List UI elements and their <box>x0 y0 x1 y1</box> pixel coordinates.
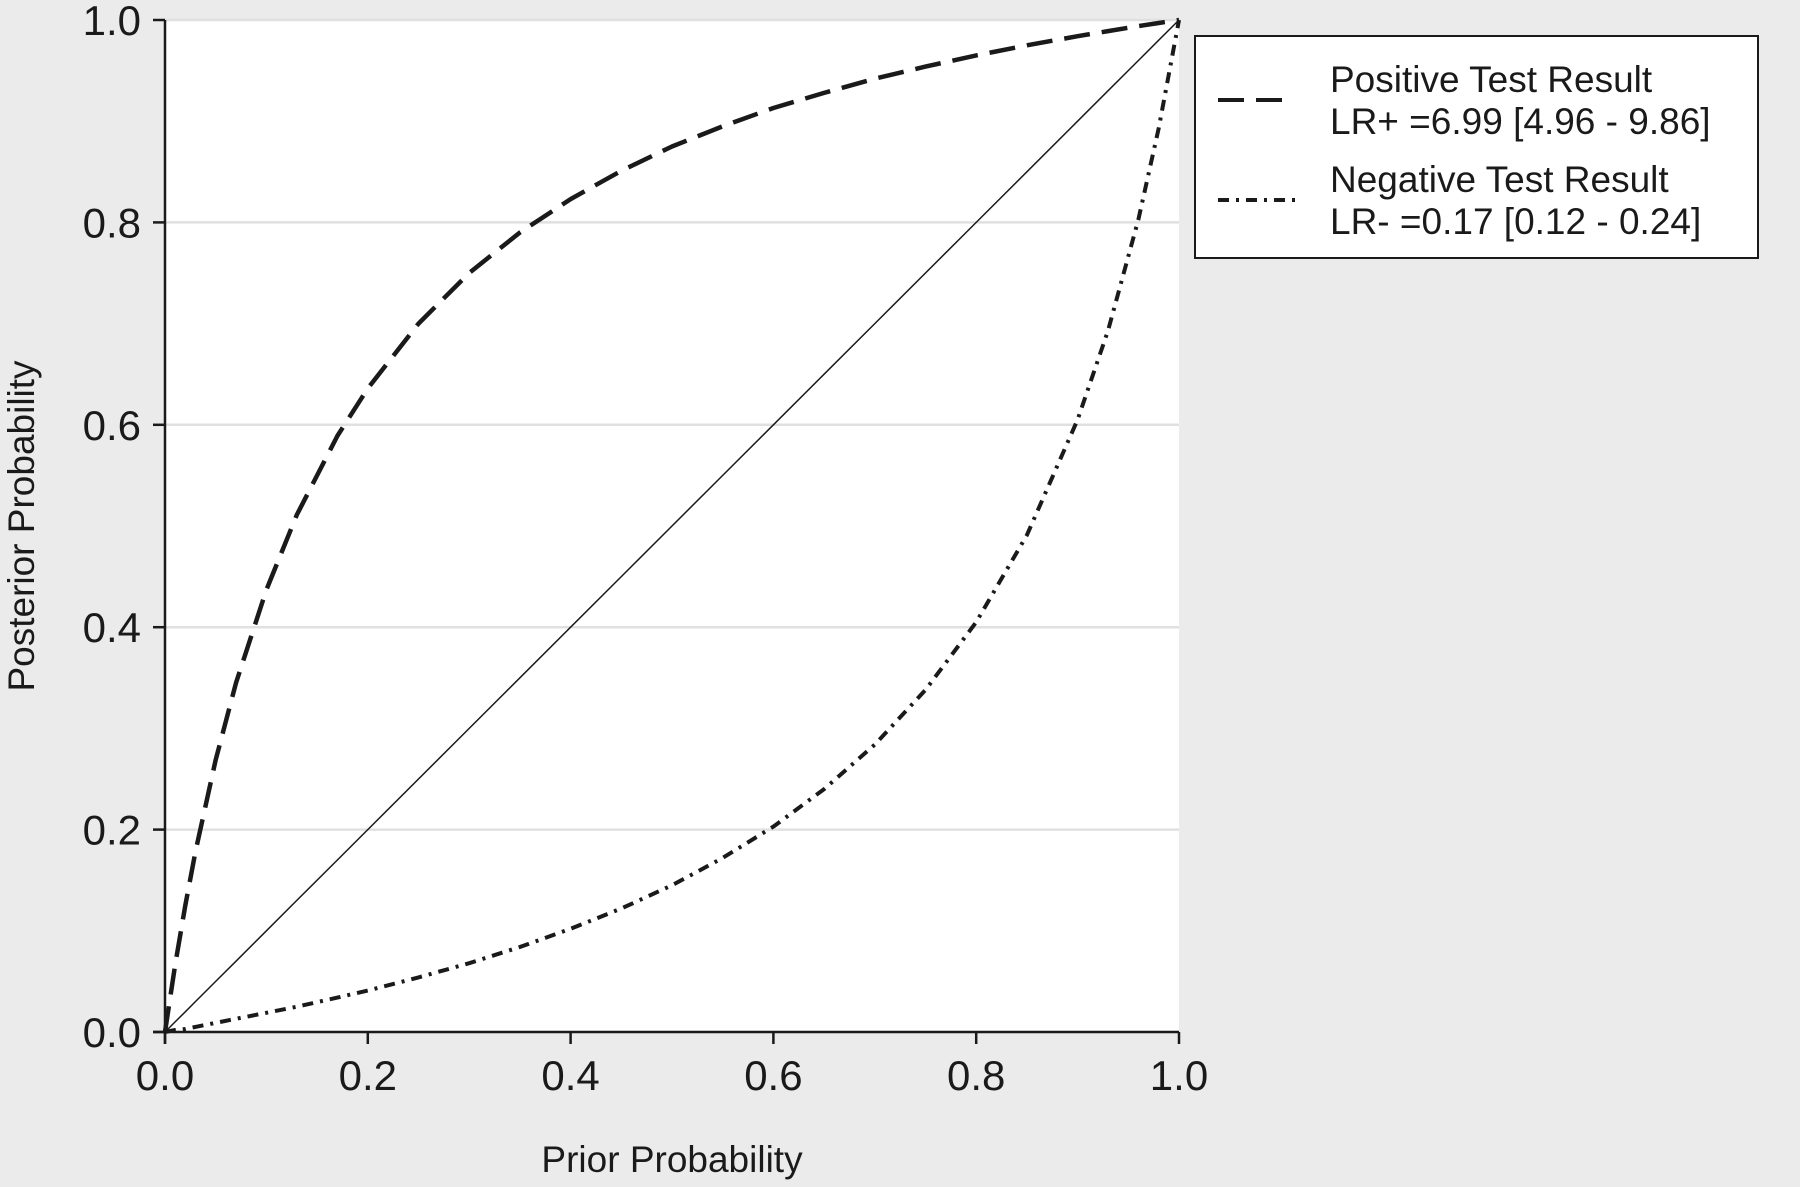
legend-label-positive: Positive Test Result <box>1330 59 1653 100</box>
y-tick-label-5: 1.0 <box>83 0 141 44</box>
y-tick-label-3: 0.6 <box>83 402 141 449</box>
x-tick-label-2: 0.4 <box>541 1052 599 1099</box>
y-tick-label-2: 0.4 <box>83 604 141 651</box>
x-axis-title: Prior Probability <box>541 1139 803 1180</box>
legend-detail-negative: LR- =0.17 [0.12 - 0.24] <box>1330 201 1701 242</box>
y-axis-title: Posterior Probability <box>1 360 42 692</box>
legend-label-negative: Negative Test Result <box>1330 159 1669 200</box>
legend-box <box>1194 35 1759 259</box>
series-layer <box>162 17 1181 1034</box>
x-tick-label-5: 1.0 <box>1150 1052 1208 1099</box>
y-tick-label-0: 0.0 <box>83 1009 141 1056</box>
series-line-positive-test-result <box>162 17 1180 1033</box>
series-line-negative-test-result <box>164 19 1181 1034</box>
tick-labels: 0.0 0.2 0.4 0.6 0.8 1.0 0.0 0.2 0.4 0.6 0.8 1.0 <box>83 0 1209 1099</box>
y-tick-label-4: 0.8 <box>83 199 141 246</box>
legend: Positive Test Result LR+ =6.99 [4.96 - 9… <box>1194 35 1759 259</box>
x-tick-label-1: 0.2 <box>339 1052 397 1099</box>
y-tick-label-1: 0.2 <box>83 807 141 854</box>
legend-detail-positive: LR+ =6.99 [4.96 - 9.86] <box>1330 101 1711 142</box>
x-tick-label-0: 0.0 <box>136 1052 194 1099</box>
x-tick-label-3: 0.6 <box>744 1052 802 1099</box>
axes <box>153 18 1181 1044</box>
x-tick-label-4: 0.8 <box>947 1052 1005 1099</box>
series-line-reference-diagonal <box>164 19 1180 1033</box>
